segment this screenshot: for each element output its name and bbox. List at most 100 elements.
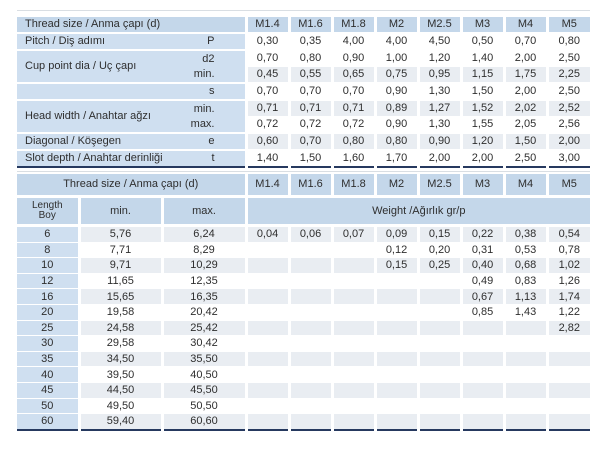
weight-value — [244, 397, 290, 414]
weight-value — [416, 272, 462, 289]
spec-value: 1,40 — [244, 149, 289, 167]
weight-value — [545, 335, 591, 352]
max-column-header: max. — [160, 195, 247, 226]
length-value: 12 — [17, 272, 79, 289]
max-value: 25,42 — [160, 319, 247, 336]
weight-value: 0,12 — [373, 241, 419, 258]
weight-value — [287, 319, 333, 336]
weight-value: 0,20 — [416, 241, 462, 258]
min-value: 44,50 — [77, 381, 162, 399]
spec-value: 2,00 — [502, 49, 547, 67]
thread-size-column-header: M2 — [373, 174, 419, 197]
spec-value: 2,50 — [545, 82, 590, 100]
thread-size-column-header: M2.5 — [416, 174, 462, 197]
spec-value: 2,02 — [502, 99, 547, 117]
spec-row-label: Head width / Anahtar ağzı — [17, 99, 184, 133]
spec-value: 4,50 — [416, 32, 461, 50]
min-value: 15,65 — [77, 288, 162, 305]
spec-value: 0,90 — [373, 116, 418, 133]
weight-value — [330, 350, 376, 367]
weight-row: 60 59,40 60,60 — [17, 413, 591, 430]
weight-value: 0,25 — [416, 257, 462, 274]
weight-value: 0,04 — [244, 224, 290, 243]
min-value: 34,50 — [77, 350, 162, 367]
weight-row: 50 49,50 50,50 — [17, 397, 591, 414]
weight-row: 45 44,50 45,50 — [17, 381, 591, 399]
max-value: 6,24 — [160, 224, 247, 243]
length-value: 25 — [17, 319, 79, 336]
spec-symbol: t — [184, 149, 246, 167]
min-value: 11,65 — [77, 272, 162, 289]
weight-value — [287, 335, 333, 352]
max-value: 16,35 — [160, 288, 247, 305]
length-value: 16 — [17, 288, 79, 305]
weight-value — [244, 350, 290, 367]
max-value: 40,50 — [160, 366, 247, 383]
min-value: 59,40 — [77, 413, 162, 430]
weight-row: 16 15,65 16,35 0,67 1,13 1,74 — [17, 288, 591, 305]
weight-value — [416, 303, 462, 321]
weight-value — [287, 397, 333, 414]
spec-value: 4,00 — [330, 32, 375, 50]
weight-value — [545, 381, 591, 399]
thread-size-column-header: M3 — [459, 17, 504, 33]
min-value: 19,58 — [77, 303, 162, 321]
weight-row: 10 9,71 10,29 0,15 0,25 0,40 0,68 1,02 — [17, 257, 591, 274]
spec-row: Cup point dia / Uç çapı d2 0,70 0,80 0,90 1,0… — [17, 49, 590, 83]
max-value: 35,50 — [160, 350, 247, 367]
length-column-header: Length Boy — [17, 195, 79, 226]
spec-value: 0,70 — [502, 32, 547, 50]
min-value: 39,50 — [77, 366, 162, 383]
weight-value — [244, 381, 290, 399]
weight-value — [416, 319, 462, 336]
weight-value — [244, 335, 290, 352]
min-value: 9,71 — [77, 257, 162, 274]
spec-row-label: Diagonal / Köşegen — [17, 132, 184, 150]
spec-value: 1,60 — [330, 149, 375, 167]
weight-value — [330, 288, 376, 305]
weight-value — [330, 303, 376, 321]
thread-size-column-header: M1.4 — [244, 174, 290, 197]
spec-row: Diagonal / Köşegen e 0,60 0,70 0,80 0,80 0,90 1… — [17, 132, 590, 150]
spec-value: 1,70 — [373, 149, 418, 167]
min-value: 7,71 — [77, 241, 162, 258]
weight-value — [373, 319, 419, 336]
weight-value — [330, 272, 376, 289]
spec-value: 1,30 — [416, 82, 461, 100]
min-value: 24,58 — [77, 319, 162, 336]
weight-value — [373, 335, 419, 352]
weight-value: 0,31 — [459, 241, 505, 258]
min-value: 5,76 — [77, 224, 162, 243]
weight-value: 0,78 — [545, 241, 591, 258]
spec-value: 0,72 — [287, 116, 332, 133]
spec-value: 2,05 — [502, 116, 547, 133]
spec-value: 0,60 — [244, 132, 289, 150]
spec-row-label — [17, 82, 184, 100]
weight-value — [373, 413, 419, 430]
weight-value — [459, 319, 505, 336]
weight-value: 1,74 — [545, 288, 591, 305]
spec-row-label: Slot depth / Anahtar derinliği — [17, 149, 184, 167]
weight-subheader-row: Length Boy min. max. Weight /Ağırlık gr/… — [17, 195, 591, 226]
weight-value — [244, 319, 290, 336]
spec-value: 0,70 — [330, 82, 375, 100]
weight-row: 30 29,58 30,42 — [17, 335, 591, 352]
weight-value — [244, 288, 290, 305]
spec-row-label: Pitch / Diş adımı — [17, 32, 184, 50]
weight-row: 6 5,76 6,24 0,04 0,06 0,07 0,09 0,15 0,22 0,38 0,5… — [17, 224, 591, 243]
weight-value: 0,68 — [502, 257, 548, 274]
weight-value — [373, 350, 419, 367]
spec-symbol: max. — [184, 116, 246, 133]
weight-value — [244, 257, 290, 274]
spec-header-row: Thread size / Anma çapı (d) M1.4 M1.6 M1.8… — [17, 17, 590, 33]
spec-value: 1,20 — [416, 49, 461, 67]
spec-value: 0,45 — [244, 66, 289, 83]
weight-row: 20 19,58 20,42 0,85 1,43 1,22 — [17, 303, 591, 321]
weight-value — [330, 397, 376, 414]
spec-value: 1,20 — [459, 132, 504, 150]
weight-value — [459, 397, 505, 414]
length-value: 30 — [17, 335, 79, 352]
weight-value — [287, 257, 333, 274]
spec-value: 4,00 — [373, 32, 418, 50]
max-value: 50,50 — [160, 397, 247, 414]
